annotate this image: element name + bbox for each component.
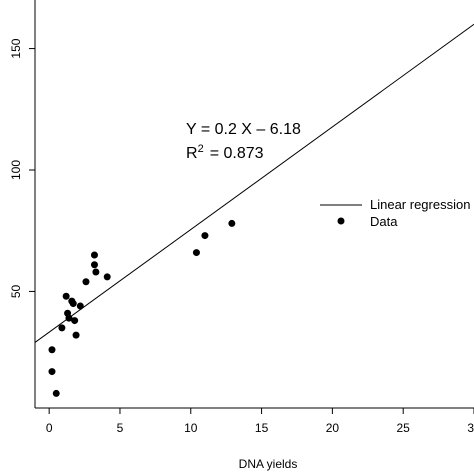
x-tick-label: 25 <box>397 421 411 435</box>
y-tick-label: 100 <box>9 160 23 180</box>
data-point <box>52 389 60 397</box>
data-point <box>90 251 98 259</box>
x-axis-label: DNA yields <box>239 457 298 471</box>
data-point <box>65 314 73 322</box>
x-tick-label: 30 <box>467 421 474 435</box>
data-point <box>228 219 236 227</box>
data-point <box>62 292 70 300</box>
x-tick-label: 10 <box>184 421 198 435</box>
x-axis-ticks: 0 5 10 15 20 25 30 <box>46 408 474 435</box>
data-point <box>71 317 79 325</box>
data-point <box>103 273 111 281</box>
data-point <box>76 302 84 310</box>
regression-equation: Y = 0.2 X – 6.18 <box>186 121 301 138</box>
data-point <box>82 278 90 286</box>
data-point <box>58 324 66 332</box>
data-point <box>72 331 80 339</box>
plot-area <box>34 23 474 397</box>
data-point <box>48 346 56 354</box>
legend-label-regression: Linear regression <box>370 197 470 212</box>
data-point <box>69 300 77 308</box>
x-tick-label: 15 <box>255 421 269 435</box>
x-tick-label: 20 <box>326 421 340 435</box>
y-tick-label: 50 <box>9 284 23 298</box>
legend-point-swatch <box>337 217 345 225</box>
x-tick-label: 0 <box>46 421 53 435</box>
y-tick-label: 150 <box>9 38 23 58</box>
data-point <box>92 268 100 276</box>
legend: Linear regression Data <box>320 197 470 229</box>
regression-line <box>34 23 474 343</box>
data-point <box>90 261 98 269</box>
r-squared-label: R2 = 0.873 <box>186 143 264 162</box>
data-point <box>48 368 56 376</box>
y-axis-ticks: 50 100 150 <box>9 38 35 298</box>
x-tick-label: 5 <box>117 421 124 435</box>
legend-label-data: Data <box>370 214 398 229</box>
data-point <box>192 249 200 257</box>
data-point <box>201 232 209 240</box>
